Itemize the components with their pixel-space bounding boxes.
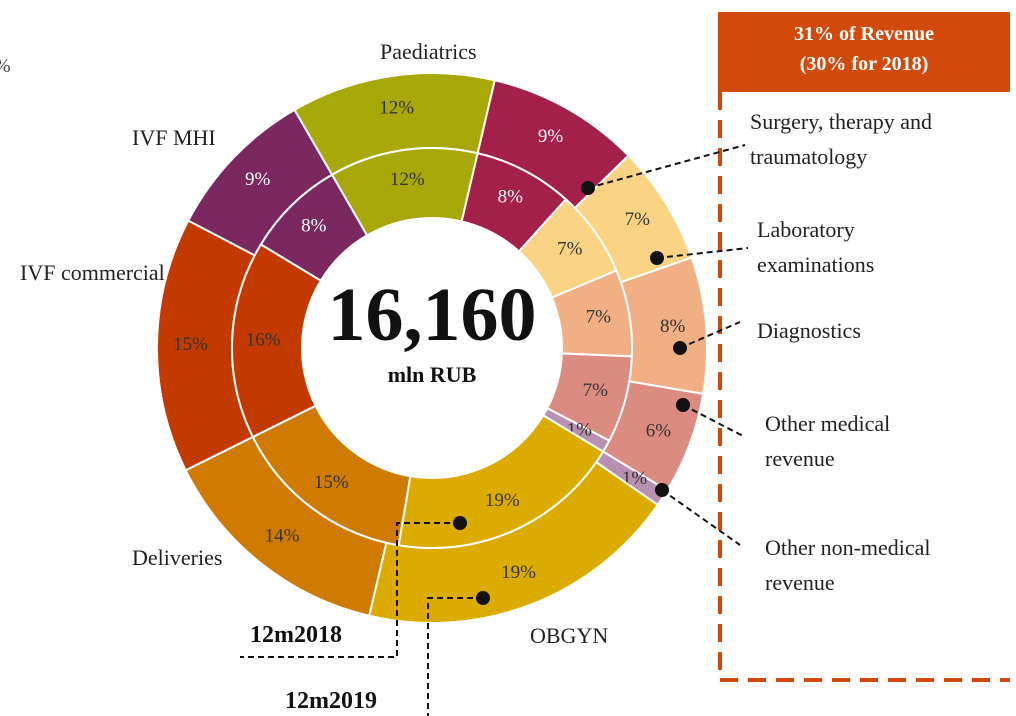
callout-subtitle: (30% for 2018) [800, 53, 929, 75]
data-label: 9% [538, 126, 564, 147]
data-label: 8% [301, 216, 327, 237]
category-label: Diagnostics [757, 318, 861, 343]
callout-frame [718, 92, 1010, 682]
leader-dot [676, 398, 690, 412]
leader-line [240, 522, 460, 658]
data-label: 7% [557, 238, 583, 259]
category-label: Deliveries [132, 545, 223, 570]
data-label: 19% [501, 562, 536, 583]
leader-dot [453, 516, 467, 530]
data-label: 7% [625, 209, 651, 230]
category-label: IVF commercial [20, 260, 165, 285]
category-label: IVF MHI [132, 125, 216, 150]
category-label: OBGYN [530, 623, 609, 648]
slice [259, 173, 369, 283]
rings: 12%9%7%8%6%1%19%14%15%9% 12%8%7%7%7%1%19%… [156, 72, 708, 624]
leader-line [587, 144, 746, 189]
data-label: 7% [586, 306, 612, 327]
leader-line [679, 321, 741, 349]
callout-title: 31% of Revenue [794, 23, 934, 45]
data-label: 6% [646, 421, 672, 442]
total: 16,160 [328, 273, 537, 357]
data-label: 14% [265, 526, 300, 547]
cropped-text: % [0, 55, 11, 77]
data-label: 12% [379, 97, 414, 118]
leader-dot [655, 483, 669, 497]
leader-line [656, 247, 749, 259]
category-label: Other medical revenue [765, 411, 891, 471]
data-label: 8% [498, 187, 524, 208]
data-label: 15% [173, 334, 208, 355]
category-label: Laboratory examinations [757, 217, 875, 277]
leader-dot [581, 181, 595, 195]
data-label: 19% [485, 490, 520, 511]
category-label: Surgery, therapy and traumatology [750, 109, 933, 169]
category-label: Paediatrics [380, 39, 477, 64]
data-label: 15% [314, 472, 349, 493]
leader-line [661, 489, 741, 546]
leader-dot [673, 341, 687, 355]
data-label: 9% [245, 169, 271, 190]
callout-header [718, 12, 1010, 92]
data-label: 12% [390, 169, 425, 190]
data-label: 8% [660, 316, 686, 337]
leader-dots [453, 181, 690, 605]
data-label: 7% [583, 380, 609, 401]
leader-dot [476, 591, 490, 605]
leader-dot [650, 251, 664, 265]
category-label: Other non-medical revenue [765, 535, 931, 595]
leaders [240, 144, 749, 716]
series-label: 12m2019 [285, 688, 377, 714]
series-label: 12m2018 [250, 622, 342, 648]
leader-line [427, 597, 483, 716]
leader-line [682, 404, 746, 438]
unit: mln RUB [388, 362, 477, 387]
data-label: 16% [246, 329, 281, 350]
